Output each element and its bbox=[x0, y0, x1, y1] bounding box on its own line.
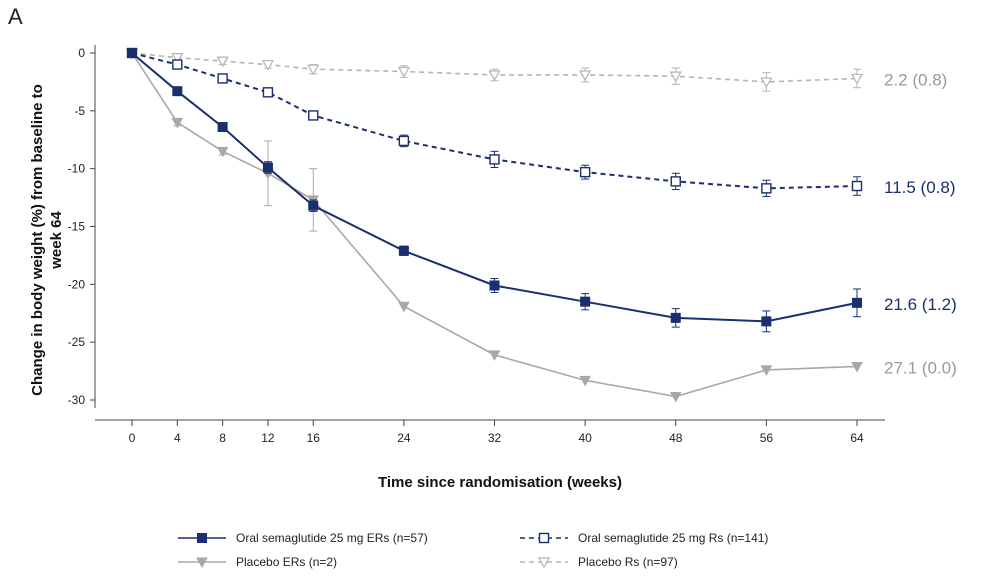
data-point bbox=[760, 77, 773, 89]
data-point bbox=[579, 70, 592, 82]
data-point bbox=[850, 73, 864, 85]
data-point bbox=[579, 375, 591, 387]
data-point bbox=[488, 350, 501, 361]
y-tick-label: -5 bbox=[74, 104, 85, 118]
data-point bbox=[398, 135, 410, 147]
legend-item-0: Oral semaglutide 25 mg ERs (n=57) bbox=[178, 531, 428, 545]
legend-marker bbox=[538, 532, 550, 544]
y-tick-label: -10 bbox=[68, 162, 86, 176]
data-point bbox=[216, 56, 229, 68]
data-point bbox=[670, 312, 681, 323]
y-tick-label: -20 bbox=[68, 277, 86, 291]
series-2 bbox=[126, 48, 863, 403]
data-point bbox=[579, 166, 591, 178]
data-point bbox=[308, 200, 319, 211]
data-point bbox=[216, 146, 229, 158]
data-point bbox=[669, 71, 682, 83]
data-point bbox=[172, 86, 183, 97]
data-point bbox=[262, 87, 274, 98]
legend-label: Oral semaglutide 25 mg Rs (n=141) bbox=[578, 531, 768, 545]
x-tick-label: 0 bbox=[129, 431, 136, 445]
legend-label: Placebo Rs (n=97) bbox=[578, 555, 678, 569]
data-point bbox=[489, 280, 500, 291]
series-layer bbox=[125, 47, 864, 403]
data-point bbox=[172, 59, 183, 70]
data-point bbox=[398, 245, 409, 256]
data-point bbox=[261, 59, 274, 71]
panel-label: A bbox=[8, 4, 23, 29]
data-point bbox=[852, 297, 862, 308]
end-label-3: 2.2 (0.8) bbox=[884, 70, 947, 89]
legend-label: Oral semaglutide 25 mg ERs (n=57) bbox=[236, 531, 428, 545]
axes: 0-5-10-15-20-25-300 4 8 12 16 24 32 40 48 56 64 bbox=[68, 45, 885, 445]
data-point bbox=[308, 110, 319, 121]
legend-label: Placebo ERs (n=2) bbox=[236, 555, 337, 569]
legend-marker bbox=[196, 557, 208, 569]
data-point bbox=[580, 296, 591, 307]
x-tick-label: 32 bbox=[488, 431, 502, 445]
legend-item-3: Placebo Rs (n=97) bbox=[520, 555, 678, 569]
series-line bbox=[131, 52, 858, 398]
data-point bbox=[669, 392, 682, 403]
legend-marker bbox=[197, 533, 207, 543]
x-tick-label: 64 bbox=[850, 431, 864, 445]
end-label-0: 21.6 (1.2) bbox=[884, 295, 957, 314]
y-tick-label: -15 bbox=[68, 220, 86, 234]
data-point bbox=[851, 361, 863, 373]
y-tick-label: 0 bbox=[78, 46, 85, 60]
x-tick-label: 24 bbox=[397, 431, 411, 445]
legend-marker bbox=[537, 557, 551, 569]
data-point bbox=[761, 316, 772, 327]
data-point bbox=[397, 66, 410, 78]
data-point bbox=[217, 122, 228, 133]
series-3 bbox=[125, 48, 864, 92]
y-tick-label: -30 bbox=[68, 393, 86, 407]
series-1 bbox=[126, 47, 863, 197]
end-labels: 21.6 (1.2) 11.5 (0.8) 27.1 (0.0) 2.2 (0.8) bbox=[884, 70, 957, 377]
x-tick-label: 48 bbox=[669, 431, 683, 445]
data-point bbox=[760, 365, 773, 376]
data-point bbox=[307, 64, 320, 76]
legend-item-2: Placebo ERs (n=2) bbox=[178, 555, 337, 569]
data-point bbox=[171, 117, 184, 129]
data-point bbox=[851, 180, 863, 192]
data-point bbox=[488, 70, 501, 82]
data-point bbox=[127, 48, 137, 58]
x-tick-label: 56 bbox=[760, 431, 774, 445]
data-point bbox=[398, 301, 410, 313]
data-point bbox=[217, 73, 228, 84]
x-tick-label: 4 bbox=[174, 431, 181, 445]
data-point bbox=[670, 176, 681, 187]
end-label-2: 27.1 (0.0) bbox=[884, 358, 957, 377]
x-tick-label: 12 bbox=[261, 431, 275, 445]
legend: Oral semaglutide 25 mg ERs (n=57) Oral se… bbox=[178, 531, 768, 569]
y-tick-label: -25 bbox=[68, 335, 86, 349]
data-point bbox=[262, 162, 273, 173]
x-tick-label: 8 bbox=[219, 431, 226, 445]
x-tick-label: 16 bbox=[307, 431, 321, 445]
data-point bbox=[171, 53, 184, 64]
legend-item-1: Oral semaglutide 25 mg Rs (n=141) bbox=[520, 531, 768, 545]
end-label-1: 11.5 (0.8) bbox=[884, 178, 956, 197]
data-point bbox=[489, 154, 500, 165]
data-point bbox=[761, 183, 772, 194]
series-0 bbox=[127, 48, 862, 333]
x-axis-title: Time since randomisation (weeks) bbox=[378, 474, 622, 491]
x-tick-label: 40 bbox=[578, 431, 592, 445]
